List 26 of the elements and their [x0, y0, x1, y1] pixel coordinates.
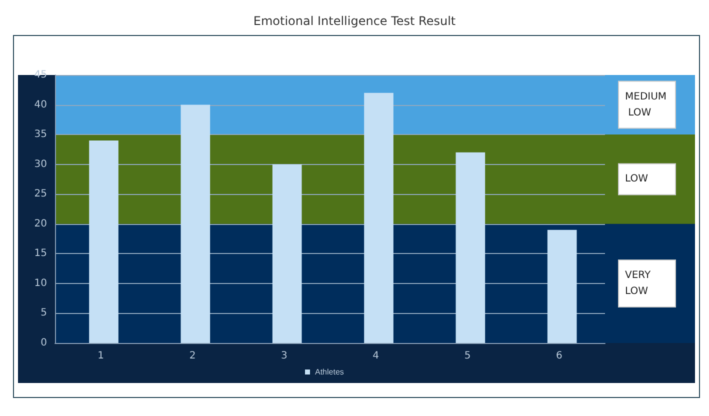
x-tick-label: 5	[464, 350, 471, 362]
bar	[456, 152, 486, 343]
x-tick-label: 4	[372, 350, 380, 362]
bar	[547, 230, 577, 343]
y-tick-label: 20	[34, 218, 47, 230]
bar	[272, 164, 302, 343]
x-tick-label: 3	[280, 350, 288, 362]
y-tick-label: 25	[34, 188, 47, 200]
bar	[89, 140, 118, 343]
y-tick-label: 35	[34, 129, 47, 140]
y-tick-label: 30	[34, 158, 47, 170]
x-tick-label: 6	[556, 350, 562, 362]
y-tick-label: 10	[34, 278, 47, 289]
x-tick-label: 2	[189, 350, 196, 362]
band-label: VERY LOW	[625, 270, 654, 297]
band-label: LOW	[625, 174, 648, 185]
x-tick-label: 1	[98, 350, 104, 362]
y-tick-label: 5	[40, 308, 47, 319]
y-tick-label: 15	[34, 248, 47, 260]
y-tick-label: 40	[34, 99, 47, 110]
chart-title: Emotional Intelligence Test Result	[253, 14, 456, 28]
y-tick-label: 0	[40, 338, 47, 348]
bar	[364, 92, 394, 343]
bar	[180, 104, 210, 343]
legend-label: Athletes	[315, 368, 344, 376]
band-label: MEDIUM LOW	[625, 91, 667, 118]
